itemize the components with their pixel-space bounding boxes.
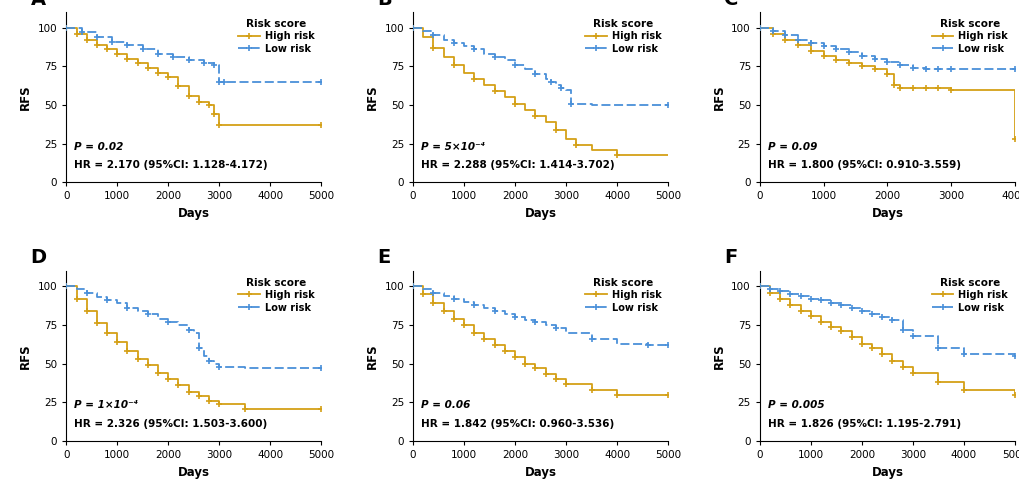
X-axis label: Days: Days [524, 466, 556, 479]
X-axis label: Days: Days [177, 466, 210, 479]
X-axis label: Days: Days [524, 207, 556, 220]
Text: B: B [377, 0, 391, 9]
Legend: High risk, Low risk: High risk, Low risk [236, 276, 316, 315]
Text: P = 5×10⁻⁴: P = 5×10⁻⁴ [420, 142, 484, 151]
Text: C: C [723, 0, 738, 9]
Text: P = 0.005: P = 0.005 [766, 400, 823, 410]
Text: F: F [723, 248, 737, 268]
Text: P = 0.06: P = 0.06 [420, 400, 470, 410]
Legend: High risk, Low risk: High risk, Low risk [583, 17, 662, 56]
X-axis label: Days: Days [870, 466, 903, 479]
Legend: High risk, Low risk: High risk, Low risk [236, 17, 316, 56]
Y-axis label: RFS: RFS [366, 84, 378, 110]
Text: HR = 1.842 (95%CI: 0.960-3.536): HR = 1.842 (95%CI: 0.960-3.536) [420, 419, 613, 429]
Text: HR = 1.826 (95%CI: 1.195-2.791): HR = 1.826 (95%CI: 1.195-2.791) [766, 419, 960, 429]
Text: D: D [31, 248, 47, 268]
Y-axis label: RFS: RFS [19, 84, 32, 110]
Text: P = 0.09: P = 0.09 [766, 142, 816, 151]
Text: P = 1×10⁻⁴: P = 1×10⁻⁴ [74, 400, 138, 410]
Text: HR = 2.170 (95%CI: 1.128-4.172): HR = 2.170 (95%CI: 1.128-4.172) [74, 160, 267, 170]
Y-axis label: RFS: RFS [712, 84, 725, 110]
X-axis label: Days: Days [870, 207, 903, 220]
Y-axis label: RFS: RFS [366, 343, 378, 369]
Legend: High risk, Low risk: High risk, Low risk [583, 276, 662, 315]
Text: A: A [31, 0, 46, 9]
Y-axis label: RFS: RFS [19, 343, 32, 369]
Legend: High risk, Low risk: High risk, Low risk [929, 276, 1009, 315]
Text: E: E [377, 248, 390, 268]
Text: HR = 1.800 (95%CI: 0.910-3.559): HR = 1.800 (95%CI: 0.910-3.559) [766, 160, 960, 170]
Text: HR = 2.326 (95%CI: 1.503-3.600): HR = 2.326 (95%CI: 1.503-3.600) [74, 419, 267, 429]
Legend: High risk, Low risk: High risk, Low risk [929, 17, 1009, 56]
Text: P = 0.02: P = 0.02 [74, 142, 123, 151]
Y-axis label: RFS: RFS [712, 343, 725, 369]
X-axis label: Days: Days [177, 207, 210, 220]
Text: HR = 2.288 (95%CI: 1.414-3.702): HR = 2.288 (95%CI: 1.414-3.702) [420, 160, 613, 170]
